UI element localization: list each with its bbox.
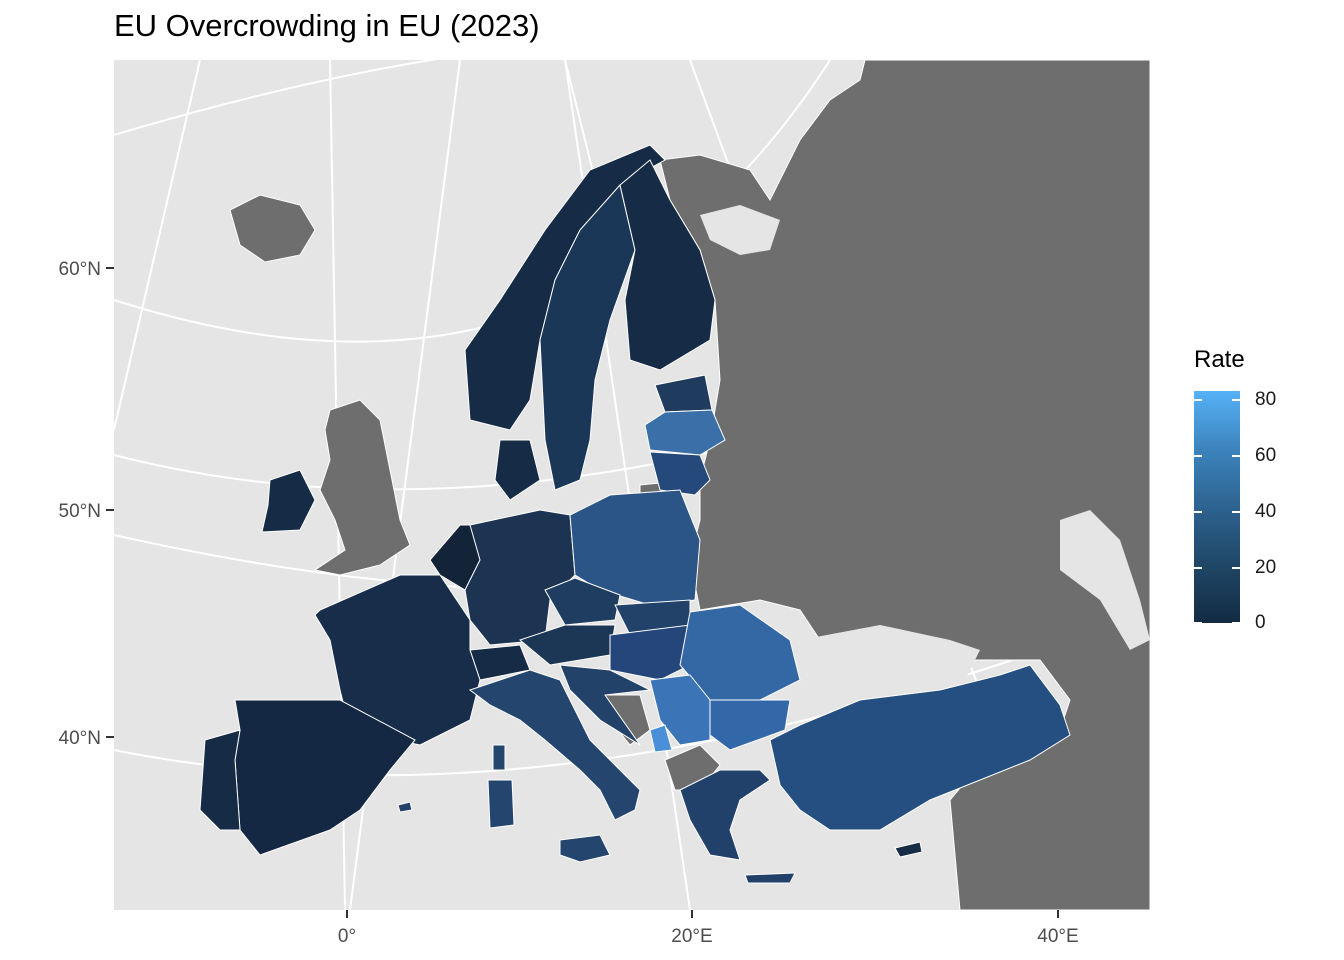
region-cyprus	[894, 841, 923, 858]
region-poland	[569, 489, 701, 606]
region-finland	[619, 159, 716, 371]
x-tick-label: 40°E	[1037, 926, 1078, 947]
legend-tick-mark	[1232, 567, 1240, 569]
region-ireland	[261, 469, 316, 533]
x-tick-label: 0°	[338, 926, 356, 947]
legend-tick-mark	[1232, 455, 1240, 457]
region-serbia	[649, 674, 711, 746]
legend-tick-label: 60	[1255, 445, 1277, 466]
x-tick-label: 20°E	[671, 926, 712, 947]
legend-tick-label: 40	[1255, 501, 1277, 522]
region-romania	[679, 604, 801, 701]
y-tick-label: 40°N	[59, 728, 101, 749]
legend-tick-label: 0	[1255, 612, 1266, 633]
axis-ticks	[106, 267, 1059, 918]
region-italy	[468, 669, 641, 821]
region-denmark	[494, 439, 541, 501]
region-crete	[744, 872, 796, 884]
legend-tick-label: 80	[1255, 389, 1277, 410]
legend-tick-mark	[1194, 511, 1202, 513]
region-croatia	[559, 664, 652, 746]
legend-tick-mark	[1194, 455, 1202, 457]
region-malta	[397, 801, 413, 813]
x-axis-labels: 0° 20°E 40°E	[338, 926, 1079, 947]
y-tick-label: 60°N	[59, 259, 101, 280]
y-tick-label: 50°N	[59, 501, 101, 522]
region-latvia	[644, 409, 726, 456]
legend-tick-mark	[1194, 622, 1202, 624]
y-axis-labels: 60°N 50°N 40°N	[59, 259, 101, 749]
legend-tick-label: 20	[1255, 557, 1277, 578]
region-portugal	[199, 729, 241, 831]
legend-colorbar	[1194, 391, 1240, 623]
region-montenegro	[649, 724, 673, 753]
eu-countries	[199, 144, 1071, 884]
region-greece	[679, 769, 771, 861]
region-france	[314, 574, 481, 746]
region-sweden	[539, 183, 636, 491]
region-lithuania	[649, 451, 711, 496]
region-sardinia	[487, 779, 515, 829]
legend-tick-mark	[1232, 511, 1240, 513]
map-title: EU Overcrowding in EU (2023)	[114, 8, 540, 43]
legend-tick-mark	[1194, 567, 1202, 569]
region-sicily	[559, 834, 611, 863]
region-hungary	[609, 624, 701, 681]
legend-tick-mark	[1194, 399, 1202, 401]
legend-tick-mark	[1232, 622, 1240, 624]
legend-tick-mark	[1232, 399, 1240, 401]
region-corsica	[492, 744, 506, 771]
sea-cutouts	[700, 205, 1150, 720]
legend-title: Rate	[1194, 346, 1245, 373]
color-legend: Rate 80 60 40 20 0	[1192, 346, 1332, 636]
region-turkey	[769, 664, 1071, 831]
